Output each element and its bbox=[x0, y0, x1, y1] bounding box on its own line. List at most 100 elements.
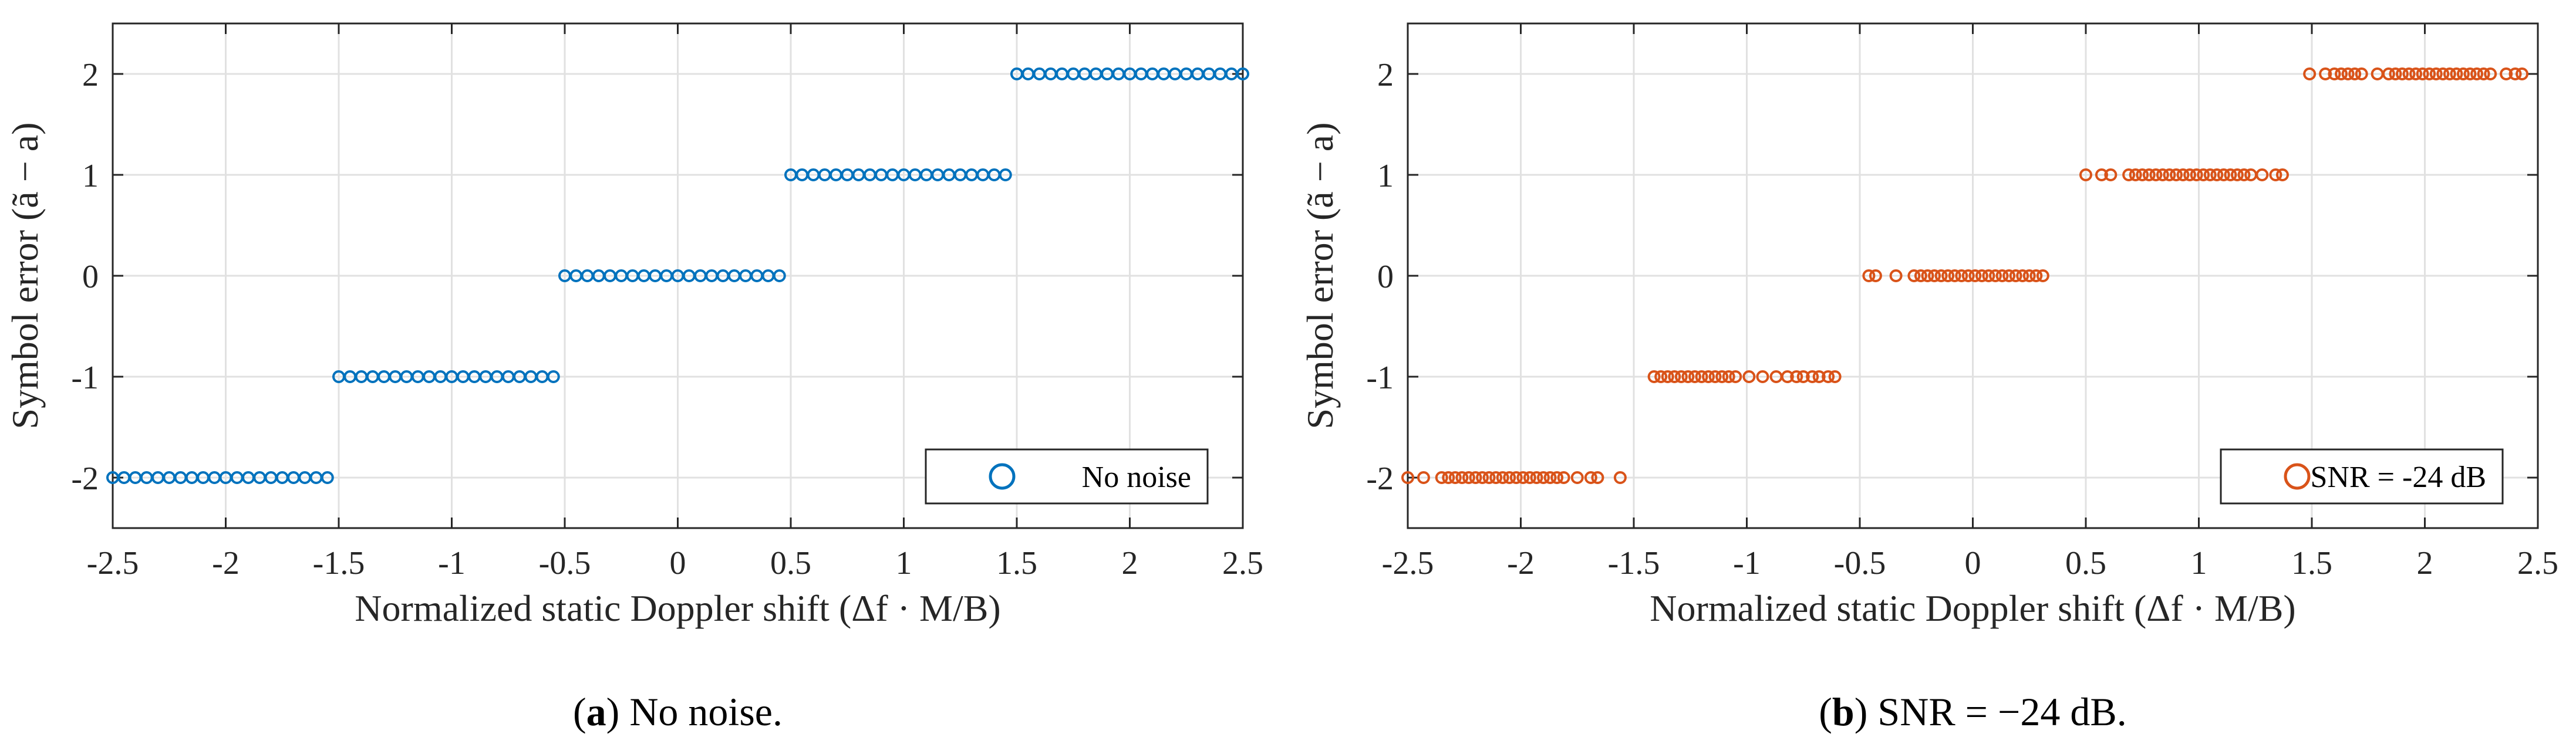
data-point bbox=[2355, 67, 2368, 80]
data-point bbox=[2163, 168, 2176, 181]
x-tick-label: -1 bbox=[1733, 545, 1761, 581]
data-point bbox=[2477, 67, 2490, 80]
data-point bbox=[1806, 370, 1819, 383]
legend: No noise bbox=[925, 448, 1209, 505]
data-point bbox=[1647, 370, 1661, 383]
data-point bbox=[1236, 67, 1249, 80]
y-axis-label: Symbol error (ã − a) bbox=[1299, 122, 1341, 429]
data-point bbox=[2416, 67, 2429, 80]
data-point bbox=[2002, 269, 2016, 282]
data-point bbox=[2016, 269, 2029, 282]
x-axis-label: Normalized static Doppler shift (Δf · M/… bbox=[1650, 587, 2295, 629]
x-tick-label: 1.5 bbox=[996, 545, 1037, 581]
data-point bbox=[1503, 471, 1516, 484]
data-point bbox=[1550, 471, 1564, 484]
data-point bbox=[1934, 269, 1948, 282]
x-tick-label: 1.5 bbox=[2291, 545, 2332, 581]
panel-caption: (b) SNR = −24 dB. bbox=[1819, 689, 2126, 734]
data-point bbox=[2022, 269, 2036, 282]
data-point bbox=[1489, 471, 1503, 484]
data-point bbox=[2382, 67, 2395, 80]
y-tick-label: 0 bbox=[82, 259, 99, 295]
data-point bbox=[1557, 471, 1570, 484]
data-point bbox=[2423, 67, 2436, 80]
data-point bbox=[1914, 269, 1927, 282]
x-tick-label: 0.5 bbox=[770, 545, 811, 581]
data-point bbox=[1469, 471, 1482, 484]
data-point bbox=[2255, 168, 2269, 181]
x-tick-label: -1.5 bbox=[1608, 545, 1660, 581]
data-point bbox=[1722, 370, 1735, 383]
data-point bbox=[2463, 67, 2477, 80]
data-point bbox=[2036, 269, 2049, 282]
data-point bbox=[2009, 269, 2022, 282]
data-point bbox=[2183, 168, 2197, 181]
chart-panel-b: -2.5 -2 -1.5 -1 -0.5 0 0.5 1 1.5 2 2.5 -2 -1 0 1 2 Norma… bbox=[1299, 22, 2558, 734]
y-axis-label: Symbol error (ã − a) bbox=[4, 122, 46, 429]
data-point bbox=[2275, 168, 2289, 181]
chart-panel-a: -2.5 -2 -1.5 -1 -0.5 0 0.5 1 1.5 2 2.5 -2 -1 0 1 2 Norma… bbox=[4, 22, 1263, 734]
x-tick-label: -0.5 bbox=[1834, 545, 1886, 581]
y-tick-label: -2 bbox=[1366, 461, 1394, 497]
y-tick-label: -2 bbox=[71, 461, 99, 497]
data-point bbox=[1543, 471, 1557, 484]
data-point bbox=[2237, 168, 2251, 181]
data-point bbox=[1862, 269, 1876, 282]
data-point bbox=[1708, 370, 1722, 383]
data-point bbox=[1482, 471, 1496, 484]
legend-box bbox=[2220, 448, 2504, 505]
legend-marker bbox=[2284, 463, 2311, 490]
data-point bbox=[1442, 471, 1455, 484]
data-point bbox=[1907, 269, 1921, 282]
x-tick-label: -2.5 bbox=[87, 545, 139, 581]
y-tick-label: 2 bbox=[82, 57, 99, 93]
data-point bbox=[1961, 269, 1975, 282]
data-point bbox=[321, 471, 334, 484]
data-point bbox=[1822, 370, 1835, 383]
data-point bbox=[2319, 67, 2332, 80]
data-point bbox=[1462, 471, 1475, 484]
data-point bbox=[1674, 370, 1688, 383]
x-tick-label: 0 bbox=[670, 545, 686, 581]
x-tick-label: -1 bbox=[438, 545, 466, 581]
data-point bbox=[1661, 370, 1674, 383]
data-point bbox=[1401, 471, 1414, 484]
data-point bbox=[2508, 67, 2522, 80]
data-point bbox=[2104, 168, 2118, 181]
data-point bbox=[1530, 471, 1543, 484]
x-tick-label: 2 bbox=[1122, 545, 1138, 581]
data-point bbox=[2095, 168, 2108, 181]
x-tick-label: 0.5 bbox=[2065, 545, 2106, 581]
data-point bbox=[1955, 269, 1968, 282]
data-point bbox=[2210, 168, 2224, 181]
x-tick-label: -0.5 bbox=[539, 545, 591, 581]
y-tick-label: 1 bbox=[1377, 158, 1394, 194]
y-tick-label: 0 bbox=[1377, 259, 1394, 295]
x-tick-label: 2.5 bbox=[2517, 545, 2558, 581]
data-point bbox=[1975, 269, 1988, 282]
y-tick-label: 2 bbox=[1377, 57, 1394, 93]
data-point bbox=[2136, 168, 2149, 181]
legend: SNR = -24 dB bbox=[2220, 448, 2504, 505]
data-point bbox=[2079, 168, 2092, 181]
data-point bbox=[2456, 67, 2470, 80]
legend-marker bbox=[989, 463, 1016, 490]
data-point bbox=[1968, 269, 1982, 282]
data-point bbox=[2156, 168, 2169, 181]
data-point bbox=[1812, 370, 1826, 383]
y-tick-label: 1 bbox=[82, 158, 99, 194]
data-point bbox=[2348, 67, 2362, 80]
data-point bbox=[1516, 471, 1530, 484]
legend-label: No noise bbox=[1082, 461, 1191, 494]
data-point bbox=[2224, 168, 2237, 181]
data-point bbox=[1941, 269, 1955, 282]
data-point bbox=[1613, 471, 1627, 484]
data-point bbox=[2303, 67, 2317, 80]
data-point bbox=[1591, 471, 1604, 484]
x-tick-label: -2.5 bbox=[1382, 545, 1434, 581]
x-tick-label: 1 bbox=[2191, 545, 2207, 581]
data-point bbox=[1476, 471, 1489, 484]
x-axis-label: Normalized static Doppler shift (Δf · M/… bbox=[355, 587, 1000, 629]
data-point bbox=[2230, 168, 2244, 181]
